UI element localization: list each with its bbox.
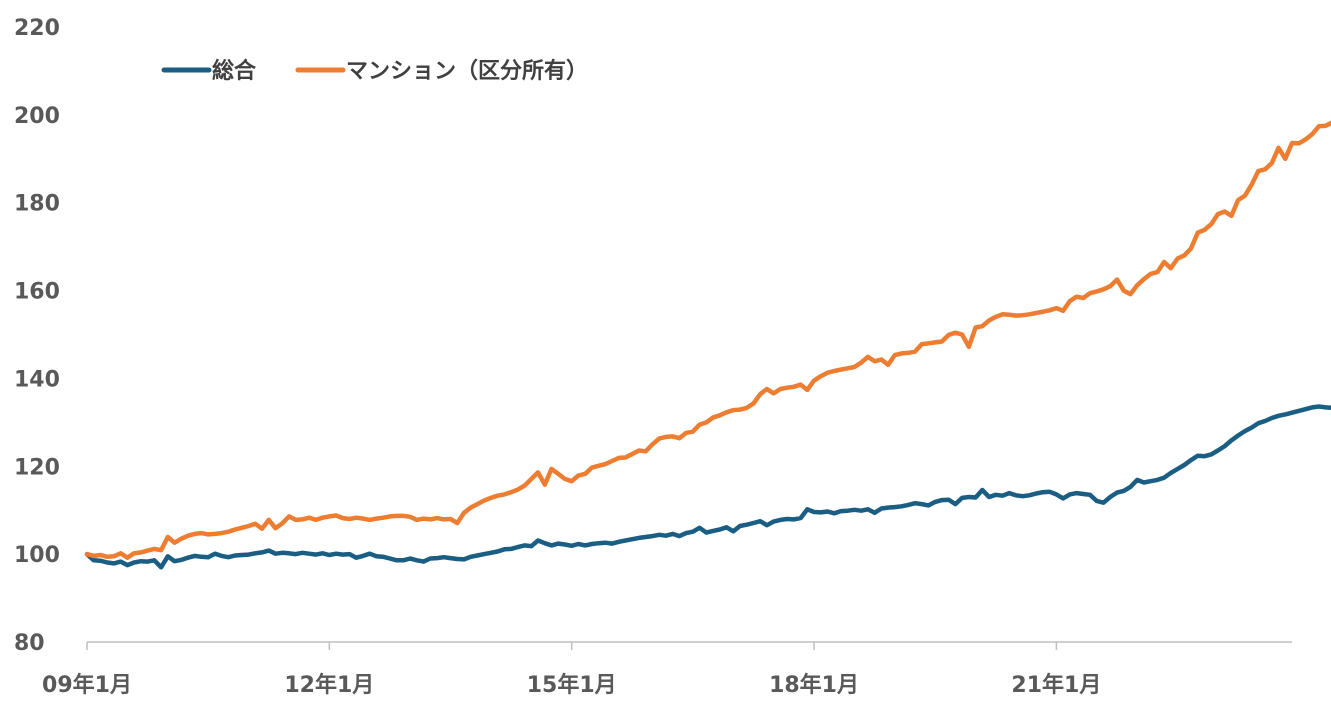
y-axis: 80 100 120 140 160 180 200 220 bbox=[14, 16, 60, 656]
series-line-1 bbox=[84, 120, 1331, 560]
y-tick-label: 220 bbox=[14, 16, 60, 41]
y-tick-label: 100 bbox=[14, 543, 60, 568]
legend: 総合 マンション（区分所有） bbox=[161, 58, 588, 84]
legend-label-0: 総合 bbox=[212, 58, 257, 84]
x-tick-label: 15年1月 bbox=[527, 672, 617, 698]
x-tick-label: 09年1月 bbox=[42, 672, 132, 698]
y-tick-label: 120 bbox=[14, 455, 60, 480]
y-tick-label: 200 bbox=[14, 104, 60, 129]
y-tick-label: 80 bbox=[14, 631, 45, 656]
x-tick-label: 21年1月 bbox=[1011, 672, 1101, 698]
x-tick-label: 12年1月 bbox=[284, 672, 374, 698]
x-axis: 09年1月 12年1月 15年1月 18年1月 21年1月 bbox=[42, 641, 1292, 698]
x-tick-label: 18年1月 bbox=[769, 672, 859, 698]
y-tick-label: 160 bbox=[14, 280, 60, 305]
y-tick-label: 180 bbox=[14, 192, 60, 217]
series-layer bbox=[84, 120, 1331, 570]
series-line-0 bbox=[84, 404, 1331, 570]
legend-label-1: マンション（区分所有） bbox=[346, 58, 588, 84]
y-tick-label: 140 bbox=[14, 367, 60, 392]
